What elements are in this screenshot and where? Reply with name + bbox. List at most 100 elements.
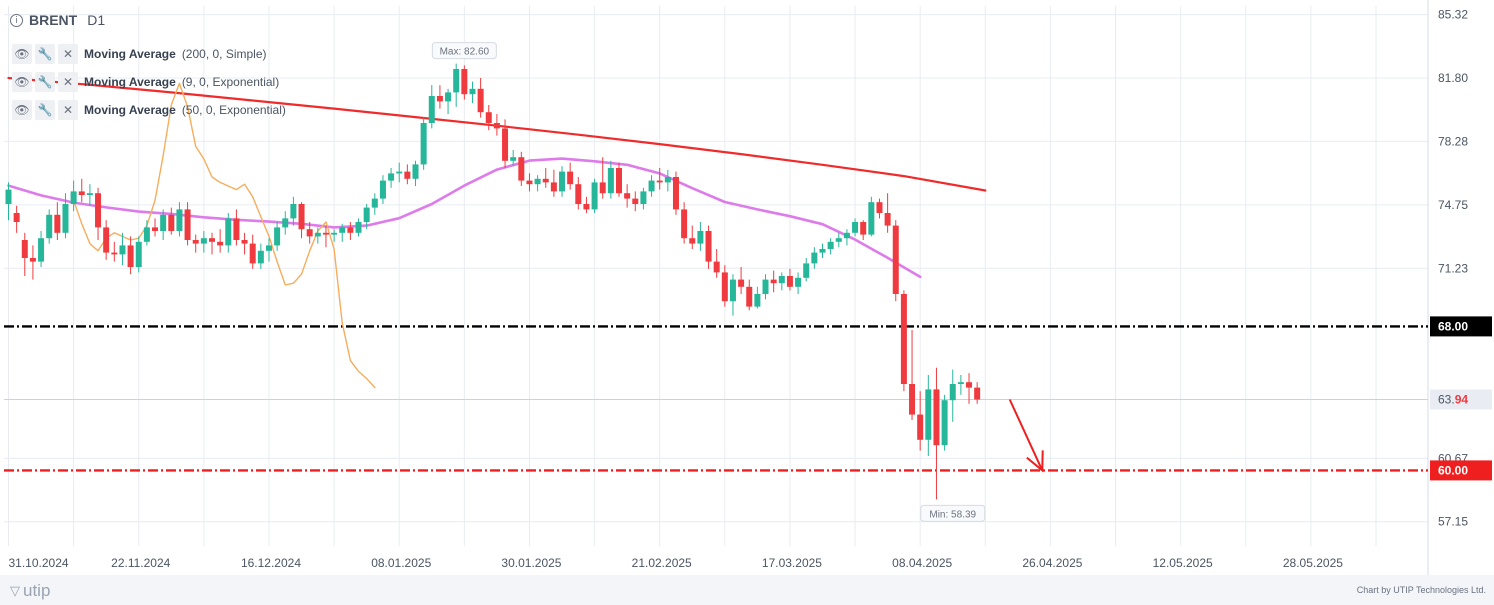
candle-body [209,238,215,242]
eye-icon[interactable]: 👁 [12,44,32,64]
candle-body [21,240,28,258]
date-tick-label: 08.04.2025 [892,556,952,570]
chart-credit: Chart by UTIP Technologies Ltd. [1356,585,1486,595]
candle-body [933,389,940,446]
candle-body [966,382,973,388]
price-tick-label: 78.28 [1438,134,1468,148]
candle-body [135,241,142,267]
indicator-row: 👁 🔧 ✕ Moving Average (200, 0, Simple) [12,40,286,68]
price-tick-label: 74.75 [1438,198,1468,212]
candle-body [754,294,761,307]
symbol-label: BRENT [29,12,78,28]
eye-icon[interactable]: 👁 [12,100,32,120]
candle-body [518,157,525,181]
eye-icon[interactable]: 👁 [12,72,32,92]
candle-body [322,232,329,235]
candle-body [575,184,582,204]
price-tick-label: 57.15 [1438,515,1468,529]
candle-body [583,204,590,210]
candle-body [396,171,403,174]
date-axis[interactable]: 31.10.2024 22.11.2024 16.12.2024 08.01.2025… [9,556,1344,570]
candle-body [795,277,802,287]
candle-body [86,193,93,195]
level-lines [4,325,1428,472]
candle-body [917,414,924,440]
candle-body [900,294,907,384]
candle-body [339,227,346,233]
wrench-icon[interactable]: 🔧 [35,72,55,92]
candle-body [363,207,370,222]
candle-body [672,177,679,210]
candle-body [616,168,622,194]
candle-body [160,214,167,231]
candle-body [502,128,509,161]
candle-body [404,171,411,179]
price-axis[interactable]: 85.3281.8078.2874.7571.2360.6757.1568.00… [1430,8,1492,529]
candle-body [526,180,533,185]
candle-body [5,189,12,204]
wrench-icon[interactable]: 🔧 [35,44,55,64]
info-icon[interactable]: i [10,13,23,27]
candle-body [648,180,655,192]
candle-body [38,238,45,262]
candle-body [770,279,777,284]
utip-logo[interactable]: ▽ utip [10,581,50,601]
candle-body [453,69,460,93]
candle-body [909,384,916,415]
date-tick-label: 30.01.2025 [501,556,561,570]
candle-body [884,213,891,226]
candle-body [485,112,492,123]
candle-body [241,240,248,244]
date-tick-label: 16.12.2024 [241,556,301,570]
indicator-row: 👁 🔧 ✕ Moving Average (50, 0, Exponential… [12,96,286,124]
grid-lines [4,0,1429,575]
candle-body [835,238,842,242]
candle-body [95,193,102,228]
candle-body [412,164,419,179]
candle-body [860,222,867,235]
annotation-label: Min: 58.39 [929,509,976,520]
date-tick-label: 26.04.2025 [1022,556,1082,570]
candle-body [746,286,753,307]
candle-body [469,88,476,95]
candle-body [70,191,77,204]
annotations: Max: 82.60 Min: 58.39 [431,42,1044,522]
candle-body [705,231,712,262]
candle-body [721,272,728,302]
level-price-label: 68.00 [1438,319,1468,333]
candle-body [697,231,704,244]
close-icon[interactable]: ✕ [58,44,78,64]
date-tick-label: 21.02.2025 [632,556,692,570]
candle-body [257,250,264,264]
candle-body [274,227,281,246]
moving-average-line [72,82,376,389]
timeframe-label[interactable]: D1 [87,12,106,28]
indicator-name: Moving Average [84,47,176,61]
candle-body [819,249,826,253]
candle-body [200,238,207,244]
candle-body [852,222,859,233]
candle-body [681,209,688,239]
candle-body [176,209,183,231]
price-tick-label: 81.80 [1438,71,1468,85]
logo-triangle-icon: ▽ [10,583,20,599]
candle-body [314,232,321,237]
level-price-tag [1430,316,1492,337]
candle-body [762,279,769,294]
indicator-name: Moving Average [84,103,176,117]
wrench-icon[interactable]: 🔧 [35,100,55,120]
candle-body [542,178,549,183]
indicator-row: 👁 🔧 ✕ Moving Average (9, 0, Exponential) [12,68,286,96]
date-tick-label: 08.01.2025 [371,556,431,570]
moving-average-line [7,157,922,279]
candle-body [388,173,395,181]
close-icon[interactable]: ✕ [58,72,78,92]
candle-body [607,168,614,194]
indicator-params: (50, 0, Exponential) [181,103,286,117]
candle-body [103,227,110,253]
candle-body [599,182,606,194]
close-icon[interactable]: ✕ [58,100,78,120]
candle-body [925,389,932,440]
